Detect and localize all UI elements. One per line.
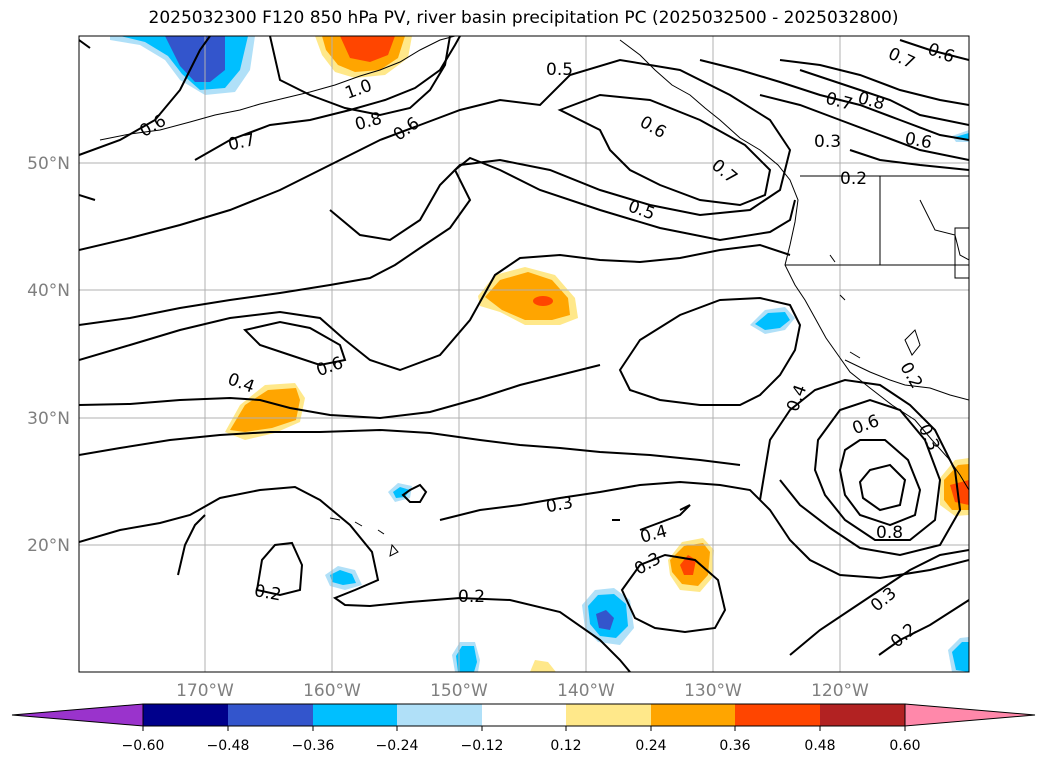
colorbar-frame [142, 703, 906, 727]
lon-label-120w: 120°W [811, 681, 869, 701]
contour-label: 0.7 [823, 89, 854, 115]
colorbar-tick-label: −0.12 [461, 738, 504, 754]
contour-label: 0.6 [314, 353, 346, 381]
contour-label: 0.3 [867, 583, 901, 616]
positive-anomaly-patch-southeast [668, 538, 714, 592]
lon-label-160w: 160°W [303, 681, 361, 701]
map-title: 2025032300 F120 850 hPa PV, river basin … [148, 8, 899, 28]
colorbar-segment [313, 704, 397, 726]
contour-label: 0.6 [903, 129, 933, 153]
positive-anomaly-patch-bottom [530, 660, 556, 672]
colorbar-segment [566, 704, 651, 726]
pv-contours [79, 36, 969, 672]
plot-frame [78, 35, 970, 673]
contour-label: 1.0 [343, 76, 375, 104]
contour-label: 0.6 [390, 113, 424, 145]
colorbar: −0.60 −0.48 −0.36 −0.24 −0.12 0.12 0.24 … [11, 703, 1036, 754]
contour-label: 0.8 [856, 88, 887, 114]
contour-label: 0.4 [783, 382, 811, 414]
contour-label: 0.2 [458, 587, 485, 607]
contour-label: 0.6 [925, 39, 957, 67]
positive-anomaly-patch-40n [478, 267, 578, 325]
positive-anomaly-patch-30n [225, 383, 305, 440]
contour-label: 0.6 [850, 411, 882, 439]
colorbar-tick-label: −0.60 [122, 738, 165, 754]
lat-label-20n: 20°N [27, 536, 70, 556]
lat-label-50n: 50°N [27, 154, 70, 174]
colorbar-segment [482, 704, 566, 726]
contour-label: 0.7 [707, 156, 741, 189]
colorbar-extend-left [11, 703, 144, 727]
contour-label: 0.2 [253, 581, 283, 605]
latitude-labels: 50°N 40°N 30°N 20°N [27, 154, 70, 556]
colorbar-tick-label: 0.12 [550, 738, 581, 754]
colorbar-ticks [142, 726, 906, 731]
contour-label: 0.7 [885, 44, 918, 74]
colorbar-tick-label: −0.24 [376, 738, 419, 754]
colorbar-tick-label: 0.36 [719, 738, 750, 754]
colorbar-segment [820, 704, 905, 726]
contour-label: 0.8 [353, 109, 384, 135]
contour-label: 0.6 [636, 112, 669, 143]
contour-label: 0.2 [840, 169, 867, 189]
colorbar-segment [397, 704, 482, 726]
positive-anomaly-patch-north [315, 36, 412, 78]
lon-label-140w: 140°W [557, 681, 615, 701]
colorbar-tick-label: −0.48 [207, 738, 250, 754]
longitude-labels: 170°W 160°W 150°W 140°W 130°W 120°W [176, 681, 869, 701]
lat-label-40n: 40°N [27, 281, 70, 301]
colorbar-segment [143, 704, 228, 726]
contour-label: 0.6 [136, 111, 169, 142]
contour-label: 0.3 [544, 493, 574, 517]
contour-label: 0.4 [638, 521, 669, 547]
colorbar-tick-label: 0.24 [635, 738, 666, 754]
colorbar-extend-right [904, 703, 1036, 727]
contour-label: 0.3 [631, 549, 664, 580]
graticule [79, 36, 969, 672]
lon-label-170w: 170°W [176, 681, 234, 701]
colorbar-segment [651, 704, 735, 726]
colorbar-tick-label: 0.60 [889, 738, 920, 754]
colorbar-segment [735, 704, 820, 726]
contour-label: 0.5 [625, 196, 657, 224]
contour-label: 0.3 [814, 132, 841, 152]
colorbar-tick-label: −0.36 [292, 738, 335, 754]
contour-label: 0.2 [887, 619, 921, 652]
contour-label: 0.4 [225, 369, 257, 397]
colorbar-tick-label: 0.48 [804, 738, 835, 754]
contour-label: 0.7 [226, 130, 257, 155]
lon-label-150w: 150°W [430, 681, 488, 701]
contour-label: 0.8 [876, 523, 903, 543]
contour-label: 0.3 [914, 421, 944, 454]
contour-label: 0.5 [546, 60, 573, 80]
lat-label-30n: 30°N [27, 409, 70, 429]
lon-label-130w: 130°W [684, 681, 742, 701]
colorbar-segment [228, 704, 313, 726]
